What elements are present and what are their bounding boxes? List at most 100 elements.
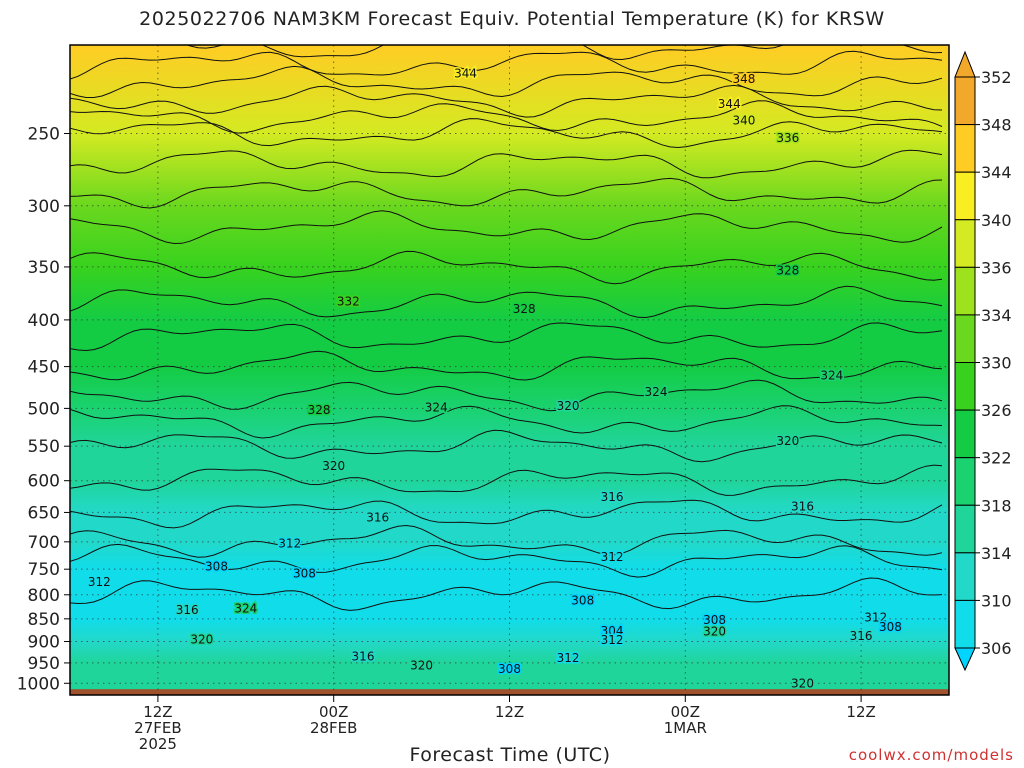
colorbar-segment (954, 266, 976, 316)
contour-line (70, 250, 943, 285)
contour-label: 308 (879, 620, 902, 634)
contour-line (70, 429, 943, 463)
contour-label: 320 (190, 632, 213, 646)
contour-label: 332 (337, 295, 360, 309)
contour-label: 316 (850, 629, 873, 643)
contour-label: 308 (205, 560, 228, 574)
colorbar-label: 348 (981, 116, 1012, 135)
contour-line (70, 379, 943, 412)
colorbar-label: 306 (981, 639, 1012, 658)
contour-label: 320 (791, 676, 814, 690)
y-tick-label: 350 (28, 258, 60, 278)
y-tick-label: 750 (28, 560, 60, 580)
colorbar-segment (954, 599, 976, 649)
contour-label: 308 (293, 566, 316, 580)
contour-label: 328 (513, 302, 536, 316)
contour-line (70, 464, 943, 496)
y-tick-label: 850 (28, 610, 60, 630)
contour-lines (70, 45, 943, 611)
contour-label: 328 (308, 403, 331, 417)
contour-label: 308 (703, 613, 726, 627)
colorbar-segment (954, 457, 976, 506)
contour-label: 328 (776, 263, 799, 277)
colorbar-label: 310 (981, 591, 1012, 610)
colorbar-segment (954, 552, 976, 601)
contour-line (70, 543, 943, 578)
colorbar-segment (954, 409, 976, 459)
colorbar-label: 336 (981, 258, 1012, 277)
colorbar-segment (954, 362, 976, 411)
colorbar-bottom-arrow (954, 647, 976, 672)
contour-label: 340 (732, 114, 755, 128)
y-tick-label: 250 (28, 124, 60, 144)
contour-line (70, 524, 943, 558)
colorbar-segment (954, 171, 976, 221)
x-tick-label: 2025 (139, 735, 177, 753)
contour-line (70, 50, 943, 80)
grid-lines (70, 45, 949, 695)
contour-label: 324 (425, 401, 448, 415)
x-axis-label: Forecast Time (UTC) (409, 744, 611, 766)
contour-line (70, 84, 943, 118)
contour-label: 348 (732, 72, 755, 86)
contour-line (70, 350, 943, 381)
pressure-axis: 2503003504004505005506006507007508008509… (17, 124, 70, 694)
contour-label: 320 (322, 459, 345, 473)
contour-line (185, 45, 943, 61)
colorbar-label: 330 (981, 354, 1012, 373)
y-tick-label: 400 (28, 311, 60, 331)
contour-line (70, 149, 943, 179)
contour-label: 312 (601, 550, 624, 564)
contour-label: 312 (557, 651, 580, 665)
colorbar-segment (954, 219, 976, 268)
colorbar-label: 318 (981, 496, 1012, 515)
contour-label: 324 (820, 368, 843, 382)
contour-line (70, 177, 943, 209)
contour-label: 320 (557, 399, 580, 413)
contour-line (70, 118, 943, 149)
colorbar-label: 322 (981, 449, 1012, 468)
contour-label: 316 (176, 603, 199, 617)
contour-label: 304 (601, 624, 624, 638)
colorbar-label: 344 (981, 163, 1012, 182)
contour-label: 324 (645, 385, 668, 399)
x-tick-label: 27FEB (134, 719, 181, 737)
contour-label: 336 (776, 131, 799, 145)
colorbar-segment (954, 504, 976, 554)
colorbar: 352 348 344 340 336 334 330 326 322 318 314 310 306 (954, 50, 1012, 672)
colorbar-segment (954, 124, 976, 173)
contour-label: 312 (88, 575, 111, 589)
y-tick-label: 900 (28, 632, 60, 652)
x-tick-label: 00Z (671, 703, 700, 721)
contour-label: 320 (776, 434, 799, 448)
contour-label: 308 (571, 594, 594, 608)
colorbar-segment (954, 76, 976, 126)
y-tick-label: 950 (28, 654, 60, 674)
x-tick-label: 12Z (495, 703, 524, 721)
colorbar-top-arrow (954, 50, 976, 78)
contour-label: 312 (601, 633, 624, 647)
contour-line (70, 285, 943, 319)
colorbar-label: 326 (981, 401, 1012, 420)
colorbar-label: 334 (981, 306, 1012, 325)
contour-label: 320 (703, 625, 726, 639)
y-tick-label: 1000 (17, 674, 60, 694)
y-tick-label: 700 (28, 533, 60, 553)
chart-title: 2025022706 NAM3KM Forecast Equiv. Potent… (139, 8, 885, 30)
y-tick-label: 600 (28, 472, 60, 492)
contour-line (70, 405, 943, 439)
x-tick-label: 00Z (319, 703, 348, 721)
x-tick-label: 28FEB (310, 719, 357, 737)
contour-label: 312 (278, 537, 301, 551)
x-tick-label: 12Z (846, 703, 875, 721)
colorbar-segment (954, 314, 976, 363)
y-tick-label: 300 (28, 197, 60, 217)
contour-line (70, 65, 943, 98)
contour-label: 312 (864, 610, 887, 624)
contour-line (70, 499, 943, 529)
contour-label: 344 (718, 97, 741, 111)
